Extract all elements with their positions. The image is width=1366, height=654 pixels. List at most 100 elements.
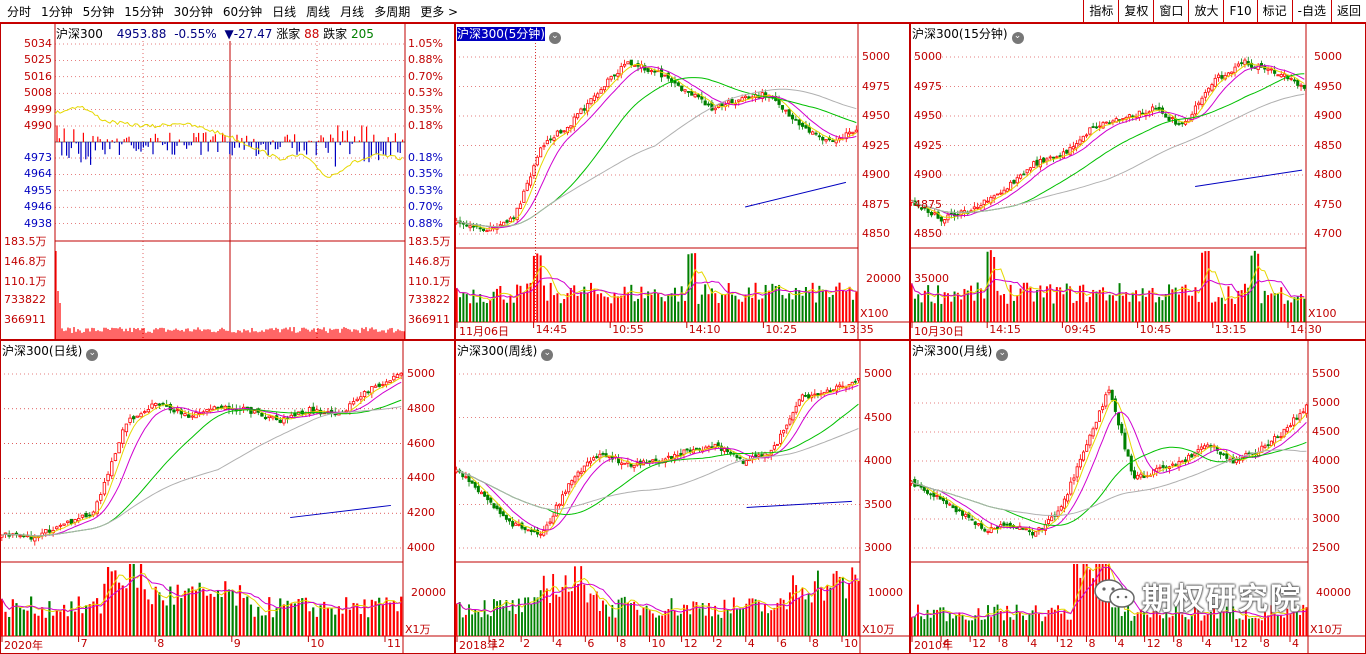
week-xtick-label: 6 xyxy=(587,637,595,650)
month-xtick-label: 8 xyxy=(1175,637,1183,650)
m5-candle xyxy=(663,74,667,77)
m5-candle xyxy=(817,135,821,138)
tab-weekly[interactable]: 周线 xyxy=(306,4,331,19)
month-candle xyxy=(1132,470,1136,479)
window-button[interactable]: 窗口 xyxy=(1153,0,1188,22)
m5-candle xyxy=(743,95,748,99)
m15-candle xyxy=(1038,158,1042,168)
mark-button[interactable]: 标记 xyxy=(1256,0,1292,22)
panel-monthly[interactable]: 5500 5000 4500 4000 3500 3000 2500 40000 X10万 沪深3… xyxy=(910,340,1366,654)
panel-weekly[interactable]: 5000 4500 4000 3500 3000 10000 X10万 沪深300(周线) ⌄… xyxy=(455,340,910,654)
m15-candle xyxy=(1104,121,1108,124)
m5-candle xyxy=(683,89,687,92)
panel-5min[interactable]: 5000 4975 4950 4925 4900 4875 4850 20000 X100 沪深3… xyxy=(455,23,910,340)
month-candle xyxy=(957,509,961,512)
m5-candle xyxy=(565,127,570,134)
intraday-pct-tick: 1.05% xyxy=(408,37,443,50)
m15-candle xyxy=(1078,139,1082,145)
tab-more[interactable]: 更多 > xyxy=(420,4,459,19)
month-candle xyxy=(954,506,958,513)
month-candle xyxy=(1139,473,1143,478)
tab-5min[interactable]: 5分钟 xyxy=(82,4,115,19)
m5-vol-ma-2 xyxy=(456,277,857,299)
m15-price-tick: 5000 xyxy=(914,50,942,63)
m5-dropdown-icon[interactable]: ⌄ xyxy=(548,32,561,44)
m5-candle xyxy=(599,89,603,94)
m5-candle xyxy=(455,220,459,224)
intraday-chart[interactable] xyxy=(0,23,455,340)
week-candle xyxy=(722,448,726,452)
intraday-header: 沪深300 4953.88 -0.55% ▼-27.47 涨家 88 跌家 20… xyxy=(56,25,374,42)
week-candle xyxy=(604,453,608,458)
indicator-button[interactable]: 指标 xyxy=(1083,0,1118,22)
intraday-price-tick: 5025 xyxy=(24,53,52,67)
month-candle xyxy=(1183,459,1187,463)
month-candle xyxy=(1161,465,1165,468)
month-candle xyxy=(1113,398,1117,412)
tab-1min[interactable]: 1分钟 xyxy=(41,4,73,19)
back-button[interactable]: 返回 xyxy=(1330,0,1366,22)
zoom-button[interactable]: 放大 xyxy=(1188,0,1223,22)
adjust-button[interactable]: 复权 xyxy=(1118,0,1153,22)
month-candle xyxy=(1136,474,1140,480)
week-candle xyxy=(856,377,860,381)
m15-candle xyxy=(976,206,980,209)
m5-xtick-label: 10:25 xyxy=(765,323,798,336)
f10-button[interactable]: F10 xyxy=(1223,0,1256,22)
m5-candle xyxy=(596,93,600,98)
m5-candle xyxy=(515,207,519,220)
day-candle xyxy=(117,442,121,454)
week-dropdown-icon[interactable]: ⌄ xyxy=(541,349,554,361)
day-price-tick: 4200 xyxy=(407,506,435,520)
m5-candle xyxy=(848,131,852,135)
month-price-tick: 5500 xyxy=(1312,367,1340,380)
month-xtick-label: 4 xyxy=(1204,637,1212,650)
day-chart xyxy=(0,340,455,654)
day-dropdown-icon[interactable]: ⌄ xyxy=(86,349,99,361)
day-price-tick: 4600 xyxy=(407,436,435,450)
down-label: 跌家 xyxy=(323,27,348,41)
month-candle xyxy=(964,513,968,517)
intraday-panel[interactable]: 沪深300 4953.88 -0.55% ▼-27.47 涨家 88 跌家 20… xyxy=(0,23,455,340)
panel-daily[interactable]: 5000 4800 4600 4400 4200 4000 20000 X1万 沪深300(日线… xyxy=(0,340,455,654)
week-candle xyxy=(651,459,655,462)
m15-xtick-label: 10月30日 xyxy=(914,325,964,338)
week-unit-label: X10万 xyxy=(862,623,895,636)
m15-candle xyxy=(939,216,943,222)
m15-dropdown-icon[interactable]: ⌄ xyxy=(1011,32,1024,44)
m15-candle xyxy=(923,206,927,209)
month-candle xyxy=(1158,466,1162,469)
month-price-tick: 2500 xyxy=(1312,541,1340,554)
m15-unit-label: X100 xyxy=(1308,307,1337,320)
m15-candle xyxy=(1012,179,1016,184)
panel-15min[interactable]: 5000 4975 4950 4925 4900 4875 4850 5000 4950 4900… xyxy=(910,23,1366,340)
tab-daily[interactable]: 日线 xyxy=(272,4,297,19)
m15-candle xyxy=(1114,118,1118,123)
tab-60min[interactable]: 60分钟 xyxy=(222,4,263,19)
m5-candle xyxy=(505,220,509,223)
remove-watchlist-button[interactable]: -自选 xyxy=(1291,0,1331,22)
m5-candle xyxy=(545,140,549,145)
week-vol-ma-1 xyxy=(456,576,859,616)
tab-intraday[interactable]: 分时 xyxy=(7,4,32,19)
day-vol-ma-2 xyxy=(1,573,402,612)
day-candle xyxy=(252,410,257,414)
tab-monthly[interactable]: 月线 xyxy=(340,4,365,19)
tab-15min[interactable]: 15分钟 xyxy=(124,4,164,19)
week-volume-tick: 10000 xyxy=(868,585,903,599)
month-candle xyxy=(1027,530,1031,533)
week-candle xyxy=(607,455,611,458)
month-candle xyxy=(1279,436,1283,438)
tab-30min[interactable]: 30分钟 xyxy=(173,4,213,19)
month-unit-label: X10万 xyxy=(1310,623,1343,636)
tab-multi-period[interactable]: 多周期 xyxy=(374,4,411,19)
month-candle xyxy=(1056,510,1060,518)
month-dropdown-icon[interactable]: ⌄ xyxy=(996,349,1009,361)
m15-candle xyxy=(1289,77,1293,80)
m5-candle xyxy=(582,108,586,111)
m15-candle xyxy=(989,197,993,204)
month-xtick-label: 4 xyxy=(943,637,951,650)
month-candle xyxy=(1005,523,1009,526)
month-candle xyxy=(1225,453,1229,459)
m5-candle xyxy=(633,65,637,67)
